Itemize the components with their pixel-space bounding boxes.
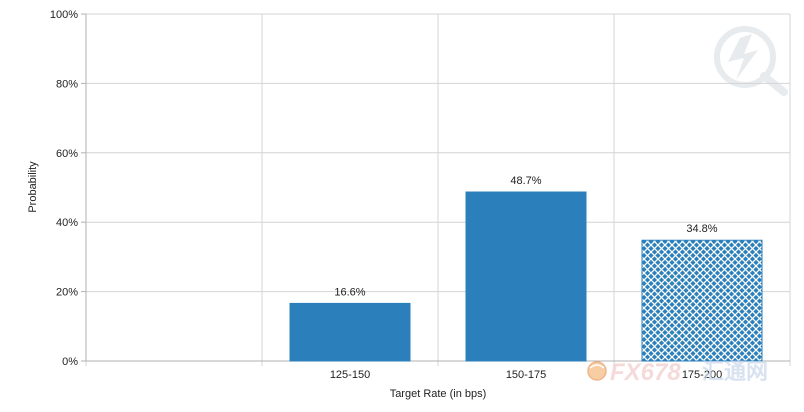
x-tick-label-125-150: 125-150 [330, 369, 370, 381]
y-axis-title: Probability [27, 161, 39, 213]
data-label-175-200: 34.8% [686, 223, 717, 235]
bar-175-200 [641, 239, 763, 362]
y-tick-label: 40% [56, 217, 78, 229]
watermark: FX678 汇通网 [587, 359, 768, 386]
bar-150-175 [465, 191, 587, 362]
bar-125-150 [289, 302, 411, 362]
y-tick-label: 80% [56, 78, 78, 90]
x-axis-title: Target Rate (in bps) [390, 388, 487, 400]
watermark-cn-text: 汇通网 [702, 359, 768, 384]
data-label-125-150: 16.6% [334, 286, 365, 298]
y-tick-label: 0% [62, 356, 78, 368]
y-tick-labels: 0% 20% 40% 60% 80% 100% [50, 9, 78, 368]
y-tick-label: 20% [56, 287, 78, 299]
x-tick-label-175-200: 175-200 [682, 369, 722, 381]
watermark-text: FX678 [610, 359, 681, 386]
x-tick-label-150-175: 150-175 [506, 369, 546, 381]
y-tick-label: 100% [50, 9, 78, 21]
data-labels: 16.6% 48.7% 34.8% [334, 175, 717, 298]
watermark-logo-icon [714, 26, 788, 96]
bar-series [289, 191, 763, 362]
data-label-150-175: 48.7% [510, 175, 541, 187]
x-tick-labels: 125-150 150-175 175-200 [330, 369, 722, 381]
y-tick-label: 60% [56, 148, 78, 160]
watermark-globe-icon [587, 361, 607, 381]
